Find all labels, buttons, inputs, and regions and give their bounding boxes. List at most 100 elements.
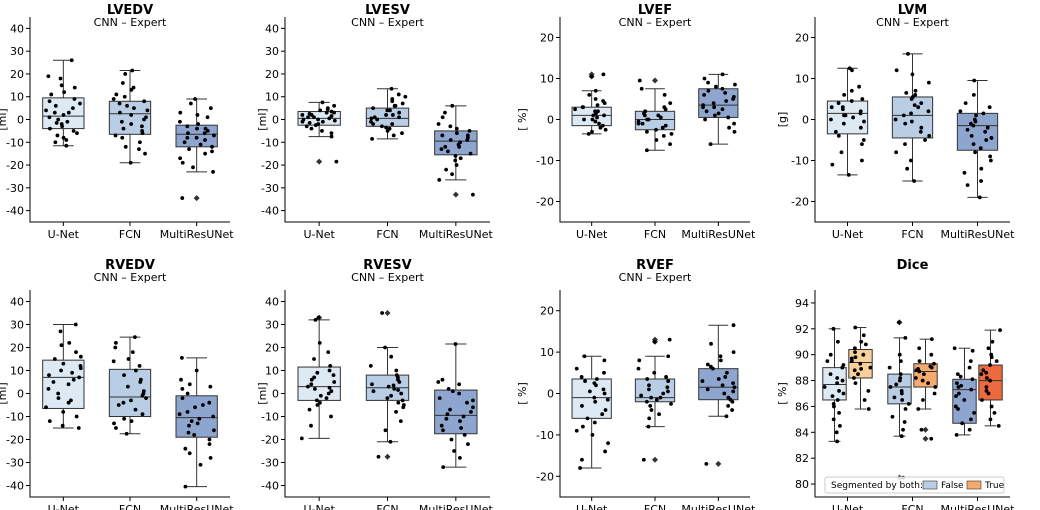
data-point: [720, 383, 725, 388]
data-point: [902, 420, 907, 424]
data-point: [47, 115, 52, 120]
data-point: [371, 122, 376, 126]
data-point: [128, 160, 133, 165]
data-point: [663, 123, 668, 128]
data-point: [371, 106, 375, 111]
outlier-point: [652, 456, 658, 463]
data-point: [316, 117, 320, 122]
data-point: [932, 361, 936, 366]
legend-swatch: [966, 480, 982, 490]
data-point: [636, 121, 641, 126]
data-point: [392, 387, 397, 391]
data-point: [590, 129, 594, 134]
data-point: [145, 108, 150, 113]
data-point: [970, 377, 975, 382]
data-point: [573, 107, 577, 112]
data-point: [211, 414, 216, 419]
data-point: [831, 326, 836, 331]
y-tick-label: -40: [261, 205, 279, 218]
data-point: [646, 387, 651, 392]
data-point: [46, 387, 51, 391]
data-point: [62, 90, 67, 95]
data-point: [185, 135, 190, 140]
x-tick-label: MultiResUNet: [419, 228, 494, 241]
data-point: [603, 127, 608, 132]
data-point: [454, 163, 459, 167]
panel-title: RVEF: [636, 258, 674, 273]
data-point: [64, 138, 69, 142]
data-point: [602, 391, 607, 396]
legend: Segmented by both: False True: [824, 476, 1005, 494]
data-point: [72, 85, 77, 90]
x-tick-label: MultiResUNet: [160, 503, 235, 510]
box: [952, 346, 977, 437]
data-point: [705, 387, 710, 392]
data-point: [315, 403, 320, 407]
data-point: [396, 400, 401, 405]
box: [297, 100, 341, 165]
panel-title: LVESV: [365, 3, 410, 18]
data-point: [212, 428, 216, 433]
data-point: [920, 378, 925, 383]
data-point: [835, 381, 840, 386]
data-point: [390, 122, 395, 126]
data-point: [375, 117, 380, 122]
data-point: [54, 121, 59, 125]
panel-subtitle: CNN – Expert: [619, 16, 692, 29]
data-point: [989, 136, 994, 140]
data-point: [587, 93, 592, 97]
axis-spines: [29, 290, 230, 498]
y-tick-label: 40: [265, 22, 279, 35]
y-tick-label: -20: [536, 196, 554, 209]
data-point: [723, 90, 728, 95]
data-point: [887, 365, 892, 370]
data-point: [47, 373, 51, 377]
data-point: [69, 398, 73, 403]
data-point: [396, 92, 401, 97]
data-point: [900, 398, 905, 402]
panel-subtitle: CNN – Expert: [351, 271, 424, 284]
data-point: [112, 421, 116, 426]
data-point: [194, 368, 199, 373]
data-point: [391, 383, 396, 388]
y-tick-label: -20: [6, 159, 24, 172]
box: [891, 52, 934, 183]
box-iqr: [42, 359, 85, 409]
y-axis-label: [ %]: [776, 382, 789, 405]
data-point: [320, 128, 324, 133]
data-point: [320, 119, 325, 124]
data-point: [666, 379, 671, 383]
data-point: [731, 323, 736, 328]
box-iqr: [634, 110, 676, 131]
data-point: [601, 72, 606, 77]
data-point: [590, 433, 595, 437]
box-iqr: [891, 96, 934, 139]
y-tick-label: 30: [265, 319, 279, 332]
data-point: [465, 133, 470, 138]
y-tick-label: 0: [547, 388, 554, 401]
y-tick-label: 30: [10, 45, 24, 58]
data-point: [979, 166, 984, 171]
data-point: [962, 170, 967, 175]
data-point: [129, 419, 134, 423]
data-point: [866, 407, 871, 411]
data-point: [450, 172, 454, 177]
data-point: [979, 372, 984, 376]
data-point: [637, 358, 642, 363]
data-point: [998, 328, 1002, 333]
data-point: [324, 396, 329, 400]
y-tick-label: 82: [795, 452, 809, 465]
data-point: [126, 384, 130, 389]
box-iqr: [175, 395, 218, 438]
data-point: [187, 423, 191, 428]
data-point: [449, 437, 454, 442]
x-tick-label: U-Net: [303, 228, 335, 241]
data-point: [195, 113, 200, 117]
data-point: [666, 354, 671, 359]
data-point: [396, 388, 400, 392]
panel-title: LVM: [898, 3, 928, 18]
data-point: [71, 377, 76, 382]
data-point: [328, 364, 333, 368]
data-point: [313, 318, 318, 322]
